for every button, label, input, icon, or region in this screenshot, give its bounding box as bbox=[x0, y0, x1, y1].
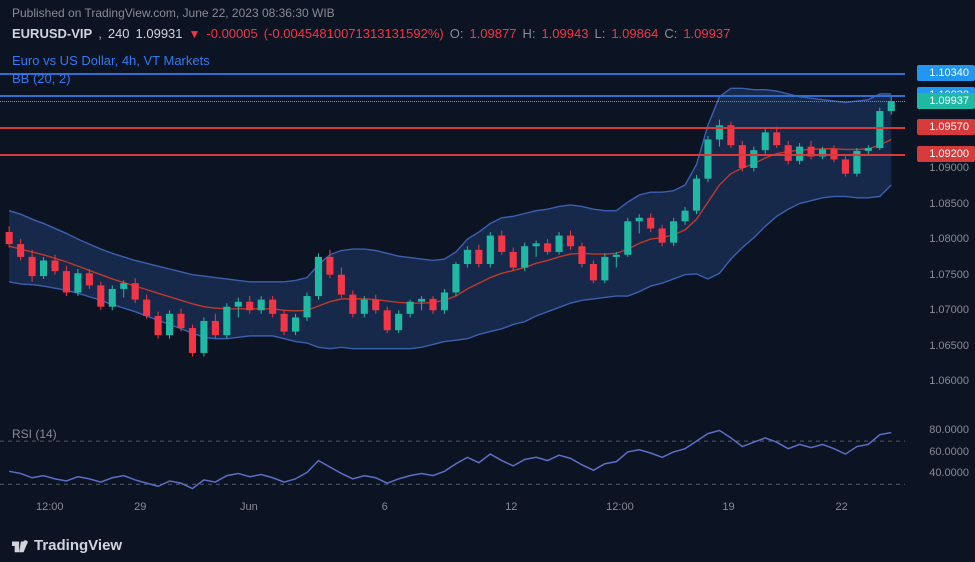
publish-info: Published on TradingView.com, June 22, 2… bbox=[0, 0, 975, 24]
price-tick: 1.09000 bbox=[929, 162, 969, 174]
time-tick: 12:00 bbox=[606, 501, 634, 513]
time-axis: 12:00 29 Jun 6 12 12:00 19 22 bbox=[0, 501, 905, 521]
rsi-label: RSI (14) bbox=[12, 427, 57, 441]
time-tick: 12:00 bbox=[36, 501, 64, 513]
h-label: H: bbox=[522, 26, 535, 41]
price-chart-svg bbox=[0, 47, 905, 417]
rsi-tick: 60.0000 bbox=[929, 446, 969, 458]
main-pane[interactable]: Euro vs US Dollar, 4h, VT Markets BB (20… bbox=[0, 47, 905, 417]
price-axis: 1.06000 1.06500 1.07000 1.07500 1.08000 1.085… bbox=[905, 47, 975, 495]
price-marker: 1.09570 bbox=[917, 119, 975, 135]
arrow-down-icon: ▼ bbox=[189, 27, 201, 41]
price-change: -0.00005 bbox=[206, 26, 257, 41]
o-label: O: bbox=[450, 26, 464, 41]
price-marker: 1.09200 bbox=[917, 146, 975, 162]
tradingview-text: TradingView bbox=[34, 537, 122, 554]
price-tick: 1.07500 bbox=[929, 269, 969, 281]
rsi-pane[interactable]: RSI (14) bbox=[0, 425, 905, 495]
price-tick: 1.08500 bbox=[929, 198, 969, 210]
price-tick: 1.08000 bbox=[929, 233, 969, 245]
chart-title: Euro vs US Dollar, 4h, VT Markets bbox=[12, 53, 210, 68]
h-value: 1.09943 bbox=[541, 26, 588, 41]
tradingview-logo[interactable]: TradingView bbox=[12, 537, 122, 554]
timeframe[interactable]: 240 bbox=[108, 26, 130, 41]
price-marker: 1.09937 bbox=[917, 93, 975, 109]
c-value: 1.09937 bbox=[683, 26, 730, 41]
price-marker: 1.10340 bbox=[917, 65, 975, 81]
symbol[interactable]: EURUSD-VIP bbox=[12, 26, 92, 41]
o-value: 1.09877 bbox=[469, 26, 516, 41]
price-change-pct: (-0.00454810071313131592%) bbox=[264, 26, 444, 41]
rsi-tick: 40.0000 bbox=[929, 467, 969, 479]
rsi-chart-svg bbox=[0, 425, 905, 495]
time-tick: 22 bbox=[836, 501, 848, 513]
price-tick: 1.06000 bbox=[929, 375, 969, 387]
time-tick: 29 bbox=[134, 501, 146, 513]
chart-header: EURUSD-VIP , 240 1.09931 ▼ -0.00005 (-0.… bbox=[0, 24, 975, 47]
time-tick: 12 bbox=[505, 501, 517, 513]
time-tick: 19 bbox=[722, 501, 734, 513]
time-tick: 6 bbox=[382, 501, 388, 513]
price-tick: 1.06500 bbox=[929, 340, 969, 352]
price-tick: 1.07000 bbox=[929, 304, 969, 316]
chart-area[interactable]: Euro vs US Dollar, 4h, VT Markets BB (20… bbox=[0, 47, 975, 527]
rsi-tick: 80.0000 bbox=[929, 424, 969, 436]
l-value: 1.09864 bbox=[611, 26, 658, 41]
tv-logo-icon bbox=[12, 538, 28, 554]
time-tick: Jun bbox=[240, 501, 258, 513]
bb-label: BB (20, 2) bbox=[12, 71, 71, 86]
c-label: C: bbox=[664, 26, 677, 41]
comma: , bbox=[98, 26, 102, 41]
l-label: L: bbox=[594, 26, 605, 41]
last-price: 1.09931 bbox=[136, 26, 183, 41]
